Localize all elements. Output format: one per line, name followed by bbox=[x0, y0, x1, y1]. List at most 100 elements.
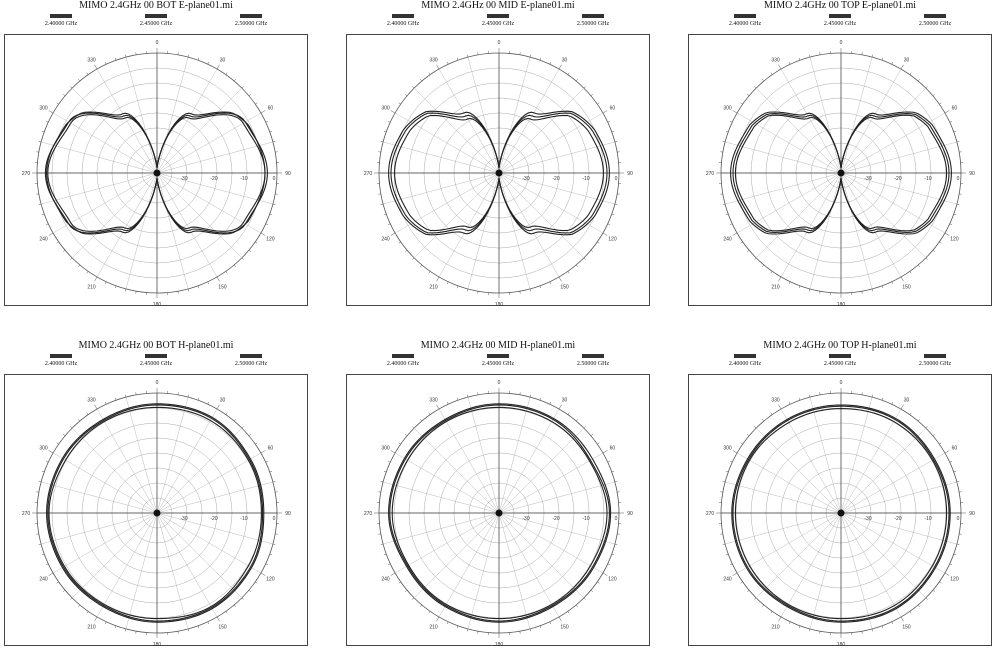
radial-spoke bbox=[156, 481, 273, 514]
series-trace bbox=[48, 406, 262, 620]
outer-tick bbox=[78, 78, 81, 82]
legend-swatch bbox=[50, 14, 72, 18]
angle-tick-label: 300 bbox=[39, 106, 48, 112]
plot-frame: 0 30 60 90 120 150 180 210 240 270 300 330 -30 -20 -10… bbox=[688, 374, 992, 647]
angle-tick-label: 240 bbox=[381, 577, 390, 583]
outer-tick bbox=[272, 481, 276, 483]
outer-tick bbox=[590, 589, 594, 592]
outer-tick bbox=[248, 434, 252, 437]
radial-spoke bbox=[840, 68, 902, 174]
outer-tick bbox=[558, 404, 562, 410]
polar-chart-panel: MIMO 2.4GHz 00 BOT E-plane01.mi 2.40000 G… bbox=[0, 0, 312, 307]
legend-label: 2.40000 GHz bbox=[386, 21, 420, 27]
legend-swatch bbox=[145, 14, 167, 18]
outer-tick bbox=[272, 203, 276, 205]
outer-tick bbox=[725, 553, 729, 556]
outer-tick bbox=[597, 241, 600, 244]
radial-spoke bbox=[840, 88, 926, 174]
outer-tick bbox=[575, 604, 578, 608]
legend-swatch bbox=[392, 354, 414, 358]
outer-tick bbox=[383, 213, 387, 216]
plot-frame: 0 30 60 90 120 150 180 210 240 270 300 330 -30 -20 -10… bbox=[346, 374, 650, 647]
plot-frame: 0 30 60 90 120 150 180 210 240 270 300 330 -30 -20 -10… bbox=[346, 34, 650, 307]
outer-tick bbox=[746, 589, 750, 592]
angle-tick-label: 300 bbox=[381, 106, 390, 112]
radial-spoke bbox=[156, 512, 262, 574]
outer-tick bbox=[62, 249, 66, 252]
outer-tick bbox=[944, 450, 950, 454]
angle-tick-label: 240 bbox=[39, 577, 48, 583]
chart-legend: 2.40000 GHz 2.45000 GHz 2.50000 GHz bbox=[342, 14, 654, 36]
outer-tick bbox=[383, 130, 387, 133]
outer-tick bbox=[241, 86, 244, 89]
angle-tick-label: 150 bbox=[902, 624, 911, 630]
legend-label: 2.40000 GHz bbox=[728, 21, 762, 27]
outer-tick bbox=[48, 110, 54, 114]
radial-spoke bbox=[414, 428, 500, 514]
outer-tick bbox=[725, 213, 729, 216]
outer-tick bbox=[539, 625, 542, 629]
legend-swatch bbox=[734, 354, 756, 358]
radial-spoke bbox=[498, 88, 584, 174]
angle-tick-label: 330 bbox=[429, 58, 438, 64]
outer-tick bbox=[207, 61, 209, 65]
outer-tick bbox=[567, 412, 570, 415]
radial-tick-label: 0 bbox=[615, 516, 618, 522]
outer-tick bbox=[953, 470, 957, 473]
outer-tick bbox=[404, 249, 408, 252]
outer-tick bbox=[70, 257, 73, 260]
radial-spoke bbox=[725, 481, 842, 514]
outer-tick bbox=[48, 450, 54, 454]
outer-tick bbox=[607, 461, 611, 463]
angle-tick-label: 0 bbox=[498, 380, 501, 386]
outer-tick bbox=[447, 61, 449, 65]
radial-spoke bbox=[498, 172, 615, 205]
outer-tick bbox=[255, 581, 258, 584]
angle-tick-label: 0 bbox=[840, 380, 843, 386]
angle-tick-label: 60 bbox=[952, 446, 958, 452]
chart-title: MIMO 2.4GHz 00 BOT E-plane01.mi bbox=[79, 0, 233, 11]
outer-tick bbox=[809, 394, 811, 398]
chart-legend: 2.40000 GHz 2.45000 GHz 2.50000 GHz bbox=[0, 14, 312, 36]
angle-tick-label: 210 bbox=[429, 624, 438, 630]
outer-tick bbox=[614, 203, 618, 205]
radial-spoke bbox=[809, 172, 842, 289]
outer-tick bbox=[86, 271, 89, 274]
outer-tick bbox=[225, 271, 228, 274]
angle-tick-label: 300 bbox=[723, 106, 732, 112]
outer-tick bbox=[420, 78, 423, 82]
angle-tick-label: 210 bbox=[429, 284, 438, 290]
outer-tick bbox=[956, 203, 960, 205]
outer-tick bbox=[611, 130, 615, 133]
outer-tick bbox=[939, 581, 942, 584]
outer-tick bbox=[269, 130, 273, 133]
outer-tick bbox=[269, 553, 273, 556]
center-point bbox=[153, 169, 161, 177]
radial-spoke bbox=[438, 172, 500, 278]
outer-tick bbox=[412, 597, 415, 600]
radial-spoke bbox=[467, 57, 500, 174]
radial-spoke bbox=[383, 512, 500, 545]
outer-tick bbox=[225, 611, 228, 614]
outer-tick bbox=[197, 625, 200, 629]
outer-tick bbox=[746, 434, 750, 437]
outer-tick bbox=[590, 434, 594, 437]
outer-tick bbox=[770, 412, 773, 415]
radial-tick-label: -30 bbox=[180, 176, 187, 182]
outer-tick bbox=[770, 271, 773, 274]
outer-tick bbox=[558, 64, 562, 70]
legend-entry: 2.50000 GHz bbox=[558, 14, 628, 28]
legend-entry: 2.40000 GHz bbox=[710, 354, 780, 368]
polar-plot: 0 30 60 90 120 150 180 210 240 270 300 330 -30 -20 -10… bbox=[364, 380, 633, 647]
outer-tick bbox=[925, 257, 928, 260]
chart-legend: 2.40000 GHz 2.45000 GHz 2.50000 GHz bbox=[342, 354, 654, 376]
outer-tick bbox=[62, 94, 66, 97]
legend-entry: 2.50000 GHz bbox=[216, 354, 286, 368]
legend-swatch bbox=[487, 354, 509, 358]
radial-spoke bbox=[72, 512, 158, 598]
radial-spoke bbox=[72, 172, 158, 258]
outer-tick bbox=[789, 61, 791, 65]
outer-tick bbox=[789, 281, 791, 285]
outer-tick bbox=[56, 102, 59, 105]
outer-tick bbox=[871, 54, 873, 58]
